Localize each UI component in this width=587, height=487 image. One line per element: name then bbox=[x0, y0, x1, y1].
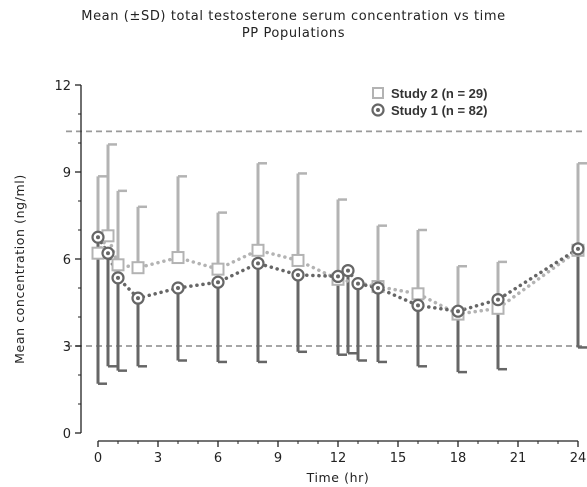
x-tick-label: 0 bbox=[94, 451, 102, 466]
study-1-line bbox=[96, 235, 580, 313]
study-2-point bbox=[131, 261, 145, 275]
error-bars bbox=[96, 143, 587, 385]
y-tick-label: 12 bbox=[54, 79, 71, 94]
x-tick-label: 15 bbox=[390, 451, 407, 466]
study-1-point-center bbox=[336, 274, 340, 279]
chart-title-line-1: Mean (±SD) total testosterone serum conc… bbox=[81, 9, 506, 24]
study-1-point-center bbox=[216, 280, 220, 285]
study-1-point-center bbox=[256, 261, 260, 266]
study-1-point-center bbox=[176, 286, 180, 290]
study-1-point-center bbox=[496, 297, 500, 302]
y-tick-label: 0 bbox=[63, 427, 71, 442]
study-1-point-center bbox=[116, 275, 120, 280]
study-2-point bbox=[111, 258, 125, 272]
legend-label-study-2: Study 2 (n = 29) bbox=[391, 86, 487, 101]
y-axis-label: Mean concentration (ng/ml) bbox=[12, 174, 27, 364]
study-1-point-center bbox=[356, 281, 360, 286]
study-2-point bbox=[411, 287, 425, 301]
study-1-point-center bbox=[106, 251, 110, 256]
x-tick-label: 24 bbox=[570, 451, 587, 466]
x-tick-label: 6 bbox=[214, 451, 222, 466]
x-tick-label: 18 bbox=[450, 451, 467, 466]
study-1-point-center bbox=[296, 272, 300, 277]
y-tick-label: 9 bbox=[63, 166, 71, 181]
study-1-point-center bbox=[456, 309, 460, 314]
study-1-point-center bbox=[576, 246, 580, 251]
series-markers bbox=[91, 229, 585, 321]
x-tick-label: 21 bbox=[510, 451, 527, 466]
study-1-point-center bbox=[376, 286, 380, 290]
chart-title-line-2: PP Populations bbox=[241, 26, 346, 41]
x-tick-label: 3 bbox=[154, 451, 162, 466]
study-2-point bbox=[211, 262, 225, 276]
legend-square-icon bbox=[372, 87, 384, 99]
x-tick-label: 9 bbox=[274, 451, 282, 466]
study-1-point-center bbox=[416, 303, 420, 308]
y-tick-label: 3 bbox=[63, 340, 71, 355]
study-2-point bbox=[291, 253, 305, 267]
study-2-point bbox=[251, 243, 265, 257]
study-1-point-center bbox=[346, 268, 350, 273]
study-1-point-center bbox=[96, 235, 100, 240]
x-axis-label: Time (hr) bbox=[306, 470, 370, 485]
x-tick-label: 12 bbox=[330, 451, 347, 466]
chart-title: Mean (±SD) total testosterone serum conc… bbox=[0, 8, 587, 42]
y-tick-label: 6 bbox=[63, 253, 71, 268]
legend: Study 2 (n = 29) Study 1 (n = 82) bbox=[371, 86, 487, 118]
study-2-point bbox=[171, 251, 185, 265]
reference-lines bbox=[66, 130, 584, 347]
axes: 0 3 6 9 12 0 3 6 9 12 15 18 21 24 bbox=[54, 79, 586, 466]
legend-label-study-1: Study 1 (n = 82) bbox=[391, 103, 487, 118]
legend-circle-center bbox=[376, 108, 380, 112]
study-1-point-center bbox=[136, 296, 140, 301]
